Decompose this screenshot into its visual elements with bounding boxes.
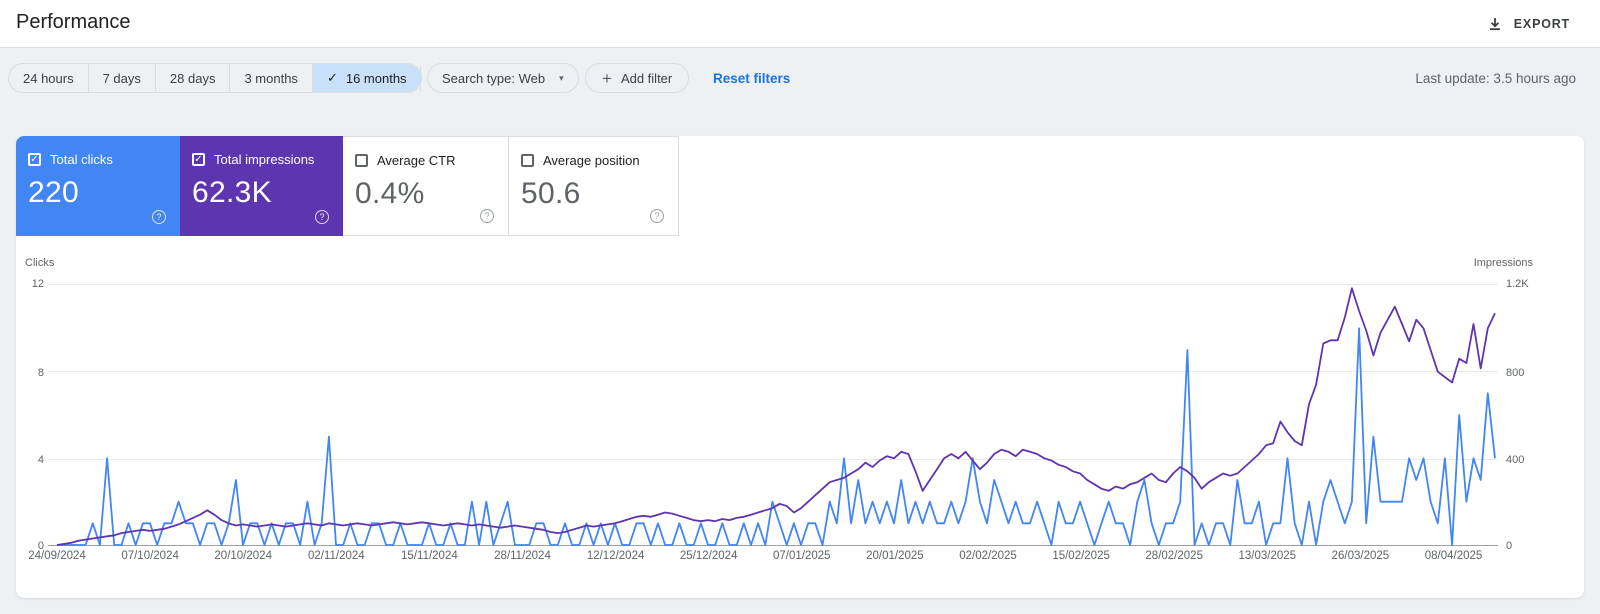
help-icon[interactable]: ? [315,210,329,224]
check-icon: ✓ [326,70,338,85]
left-ytick: 4 [37,454,44,466]
download-icon [1487,16,1503,32]
last-update-text: Last update: 3.5 hours ago [1415,71,1576,86]
x-tick-label: 02/02/2025 [959,550,1017,562]
series-clicks-line [57,327,1496,546]
date-range-16-months-selected[interactable]: ✓ 16 months [312,64,421,92]
date-range-28-days[interactable]: 28 days [156,64,231,92]
reset-filters-link[interactable]: Reset filters [713,71,791,86]
right-ytick: 800 [1506,367,1525,379]
x-tick-label: 26/03/2025 [1331,550,1390,562]
x-tick-label: 15/11/2024 [401,550,458,562]
metric-label: Total impressions [214,152,315,167]
checkbox-total-impressions[interactable]: ✓ [192,153,205,166]
left-axis-title: Clicks [25,257,55,269]
export-label: EXPORT [1513,17,1570,31]
right-ytick: 0 [1506,540,1513,552]
x-tick-label: 07/10/2024 [121,550,179,562]
chevron-down-icon: ▾ [559,72,564,83]
left-ytick: 8 [37,367,44,379]
help-icon[interactable]: ? [152,210,166,224]
metric-card-average-position[interactable]: Average position 50.6 ? [509,136,679,236]
checkbox-average-position[interactable] [521,154,534,167]
metric-card-total-impressions[interactable]: ✓ Total impressions 62.3K ? [180,136,343,236]
chart-plot [48,284,1498,546]
help-icon[interactable]: ? [480,209,494,223]
x-tick-label: 20/01/2025 [866,550,924,562]
filter-divider [420,66,421,91]
series-impressions-line [56,287,1496,546]
date-range-3-months[interactable]: 3 months [230,64,313,92]
x-tick-label: 25/12/2024 [679,550,738,562]
x-tick-label: 13/03/2025 [1238,550,1297,562]
search-type-dropdown[interactable]: Search type: Web ▾ [427,63,579,93]
export-button[interactable]: EXPORT [1487,10,1570,38]
metric-value: 220 [28,176,79,209]
metric-label: Average CTR [377,153,456,168]
add-filter-button[interactable]: + Add filter [585,63,690,93]
metric-value: 0.4% [355,177,425,210]
left-ytick: 12 [31,278,44,290]
top-header-bar: Performance EXPORT [0,0,1600,48]
date-range-selector: 24 hours 7 days 28 days 3 months ✓ 16 mo… [8,63,422,93]
x-tick-label: 24/09/2024 [28,550,86,562]
x-tick-label: 28/02/2025 [1145,550,1203,562]
plus-icon: + [602,68,612,88]
checkbox-average-ctr[interactable] [355,154,368,167]
date-range-24-hours[interactable]: 24 hours [9,64,89,92]
metric-value: 62.3K [192,176,272,209]
x-tick-label: 28/11/2024 [494,550,551,562]
date-range-7-days[interactable]: 7 days [89,64,156,92]
x-tick-label: 20/10/2024 [214,550,272,562]
left-ytick: 0 [37,540,44,552]
checkbox-total-clicks[interactable]: ✓ [28,153,41,166]
page-title: Performance [16,11,131,33]
metric-label: Average position [543,153,640,168]
right-axis-title: Impressions [1473,257,1533,269]
performance-chart-card: ✓ Total clicks 220 ? ✓ Total impressions… [16,136,1584,598]
x-tick-label: 07/01/2025 [773,550,831,562]
x-tick-label: 02/11/2024 [307,550,365,562]
metric-card-average-ctr[interactable]: Average CTR 0.4% ? [343,136,509,236]
x-tick-label: 08/04/2025 [1424,550,1483,562]
metric-card-total-clicks[interactable]: ✓ Total clicks 220 ? [16,136,180,236]
help-icon[interactable]: ? [650,209,664,223]
right-ytick: 1.2K [1506,278,1529,290]
metric-label: Total clicks [50,152,113,167]
metric-value: 50.6 [521,177,581,210]
right-ytick: 400 [1506,454,1525,466]
x-tick-label: 15/02/2025 [1052,550,1110,562]
x-tick-label: 12/12/2024 [586,550,645,562]
